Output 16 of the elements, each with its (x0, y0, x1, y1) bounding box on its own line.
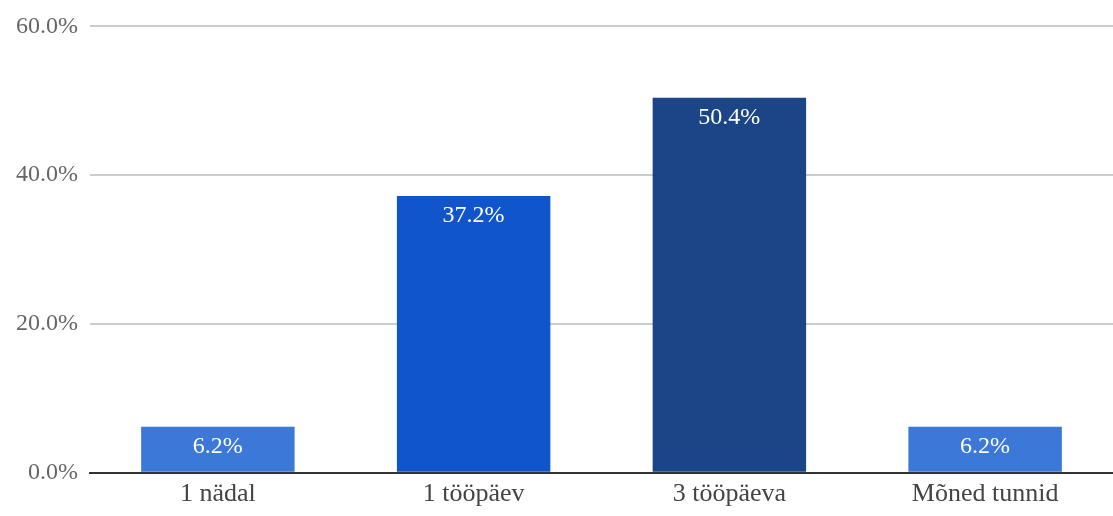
y-tick-label: 20.0% (15, 309, 78, 336)
x-tick-label: 1 tööpäev (422, 478, 525, 508)
bar (396, 196, 551, 472)
y-tick-label: 0.0% (27, 458, 78, 485)
y-tick-label: 60.0% (15, 11, 78, 38)
data-label: 6.2% (192, 431, 243, 458)
data-label: 37.2% (442, 201, 505, 228)
bar (652, 97, 807, 472)
x-tick-label: 1 nädal (179, 478, 256, 508)
data-label: 6.2% (960, 431, 1011, 458)
x-tick-label: 3 tööpäeva (672, 478, 787, 508)
bar (141, 426, 295, 472)
y-tick-label: 40.0% (15, 160, 78, 187)
x-tick-label: Mõned tunnid (911, 478, 1059, 508)
bar (908, 426, 1062, 472)
data-label: 50.4% (698, 103, 761, 130)
